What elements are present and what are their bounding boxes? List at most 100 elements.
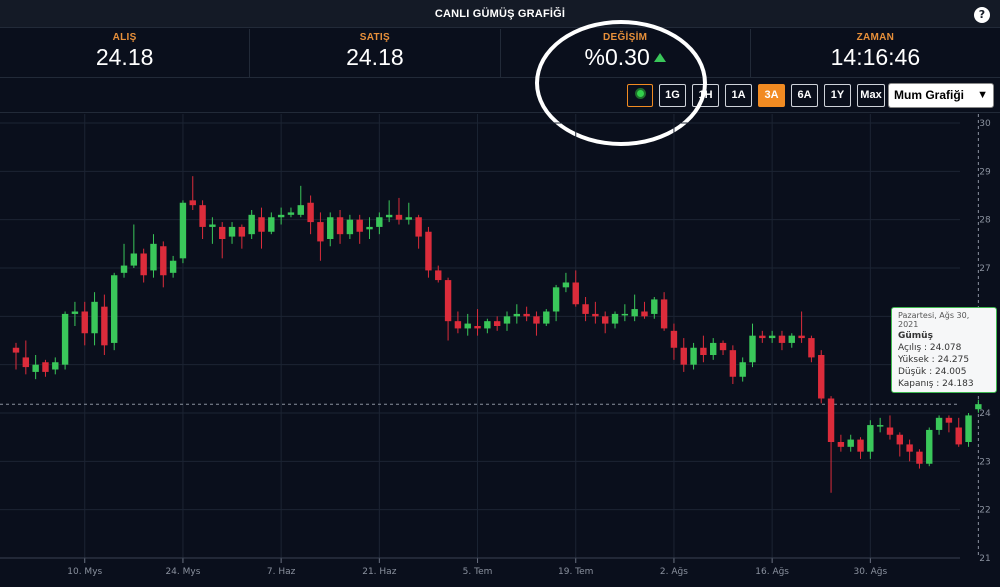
candle-body[interactable] (572, 282, 579, 305)
candle-body[interactable] (474, 326, 481, 329)
candle-body[interactable] (926, 429, 933, 464)
candle-body[interactable] (91, 301, 98, 334)
candle-body[interactable] (955, 427, 962, 445)
candle-body[interactable] (690, 347, 697, 365)
candle-body[interactable] (277, 214, 285, 218)
candle-body[interactable] (219, 226, 226, 239)
candle-body[interactable] (602, 316, 609, 324)
candle-body[interactable] (867, 425, 874, 452)
live-toggle-button[interactable] (627, 84, 653, 107)
candle-body[interactable] (346, 219, 354, 235)
candle-body[interactable] (710, 342, 717, 355)
candle-body[interactable] (297, 205, 304, 215)
candle-body[interactable] (199, 205, 206, 227)
candle-body[interactable] (52, 362, 59, 370)
candle-body[interactable] (523, 313, 530, 317)
candle-body[interactable] (101, 306, 108, 346)
candle-body[interactable] (179, 202, 187, 259)
candle-body[interactable] (238, 226, 246, 237)
candle-body[interactable] (140, 253, 147, 276)
candle-body[interactable] (435, 270, 442, 281)
candle-body[interactable] (759, 335, 766, 339)
candle-body[interactable] (552, 287, 560, 312)
candle-body[interactable] (327, 217, 334, 239)
candle-body[interactable] (768, 335, 776, 339)
candle-body[interactable] (484, 321, 491, 329)
candle-body[interactable] (906, 444, 913, 452)
candle-body[interactable] (945, 417, 953, 423)
candle-body[interactable] (22, 357, 30, 368)
candle-body[interactable] (503, 316, 511, 324)
candle-body[interactable] (778, 335, 786, 343)
candle-body[interactable] (209, 224, 216, 227)
candle-body[interactable] (660, 299, 668, 329)
candle-body[interactable] (670, 330, 678, 348)
candle-body[interactable] (876, 425, 884, 427)
candle-body[interactable] (287, 212, 295, 215)
candle-body[interactable] (120, 265, 128, 273)
candle-body[interactable] (935, 417, 943, 430)
help-icon[interactable]: ? (974, 7, 990, 23)
candle-body[interactable] (376, 217, 383, 227)
candle-body[interactable] (160, 246, 167, 276)
candle-body[interactable] (444, 280, 452, 322)
candle-body[interactable] (592, 313, 599, 317)
candle-body[interactable] (405, 217, 412, 220)
candle-body[interactable] (356, 219, 363, 232)
candle-body[interactable] (81, 311, 88, 334)
candle-body[interactable] (71, 311, 79, 314)
range-button-6a[interactable]: 6A (791, 84, 818, 107)
candle-body[interactable] (916, 451, 923, 464)
candle-body[interactable] (32, 364, 39, 372)
candle-body[interactable] (454, 321, 462, 329)
candle-body[interactable] (631, 309, 638, 317)
range-button-1y[interactable]: 1Y (824, 84, 851, 107)
candle-body[interactable] (798, 335, 805, 339)
candle-body[interactable] (837, 442, 845, 447)
candle-body[interactable] (847, 439, 854, 447)
candle-body[interactable] (317, 222, 324, 242)
candle-body[interactable] (513, 313, 521, 317)
candle-body[interactable] (12, 347, 20, 353)
candle-body[interactable] (150, 243, 157, 271)
candle-body[interactable] (169, 260, 177, 273)
candle-body[interactable] (385, 214, 393, 218)
candle-body[interactable] (818, 355, 825, 399)
candle-body[interactable] (680, 347, 687, 365)
candle-body[interactable] (739, 362, 746, 377)
candle-body[interactable] (749, 335, 756, 363)
candle-body[interactable] (886, 427, 894, 435)
candle-body[interactable] (395, 214, 403, 220)
candle-body[interactable] (61, 313, 69, 365)
candle-body[interactable] (189, 200, 196, 206)
candle-body[interactable] (808, 338, 815, 358)
candle-body[interactable] (415, 217, 422, 237)
candle-body[interactable] (562, 282, 570, 288)
candle-body[interactable] (729, 350, 737, 377)
candle-body[interactable] (896, 434, 903, 445)
candle-body[interactable] (719, 342, 727, 351)
range-button-max[interactable]: Max (857, 84, 885, 107)
range-button-1a[interactable]: 1A (725, 84, 752, 107)
candle-body[interactable] (493, 321, 501, 326)
candle-body[interactable] (425, 231, 432, 271)
candle-body[interactable] (700, 347, 707, 355)
candle-body[interactable] (228, 226, 236, 237)
candle-body[interactable] (307, 202, 314, 223)
candle-body[interactable] (130, 253, 138, 266)
candle-body[interactable] (975, 404, 982, 410)
range-button-1h[interactable]: 1H (692, 84, 719, 107)
candle-body[interactable] (543, 311, 550, 324)
candle-body[interactable] (611, 313, 619, 324)
candle-body[interactable] (464, 323, 471, 329)
range-button-3a[interactable]: 3A (758, 84, 785, 107)
candle-body[interactable] (857, 439, 864, 452)
candle-body[interactable] (827, 398, 835, 443)
candle-body[interactable] (42, 362, 49, 372)
candle-body[interactable] (258, 217, 265, 232)
candle-body[interactable] (268, 217, 275, 232)
candle-body[interactable] (366, 226, 373, 230)
candle-body[interactable] (621, 313, 629, 316)
candle-body[interactable] (533, 316, 540, 324)
